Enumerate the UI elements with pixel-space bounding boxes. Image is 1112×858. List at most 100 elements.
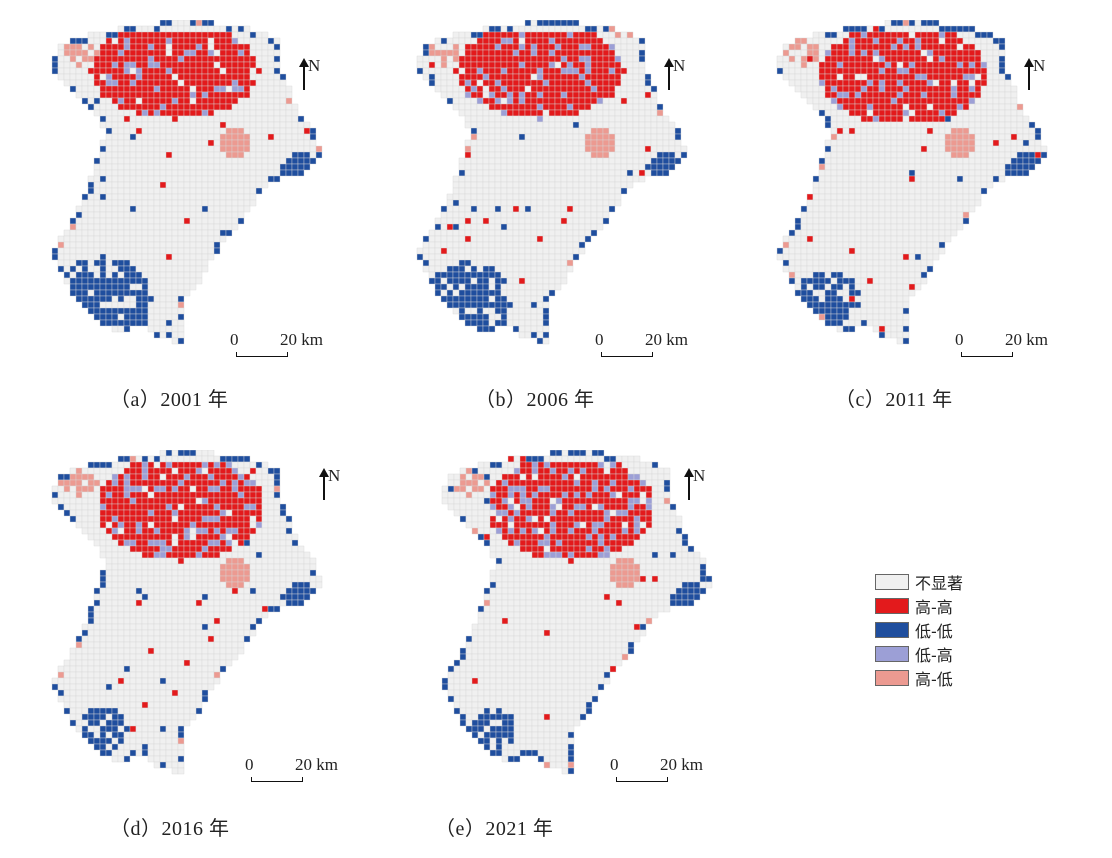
map-cell — [866, 193, 874, 201]
map-cell — [884, 223, 892, 231]
map-cell — [482, 103, 490, 111]
map-cell — [974, 37, 982, 45]
map-cell — [177, 455, 185, 463]
map-cell — [788, 265, 796, 273]
map-cell — [842, 85, 850, 93]
map-cell — [165, 319, 173, 327]
map-cell — [207, 127, 215, 135]
map-cell — [632, 91, 640, 99]
map-cell — [213, 455, 221, 463]
map-cell — [195, 25, 203, 33]
map-cell — [614, 31, 622, 39]
north-arrow-line — [303, 65, 305, 90]
map-cell — [554, 151, 562, 159]
map-cell — [530, 229, 538, 237]
map-cell — [896, 145, 904, 153]
map-cell — [153, 235, 161, 243]
map-cell — [584, 37, 592, 45]
map-cell — [920, 241, 928, 249]
map-cell — [920, 25, 928, 33]
map-cell — [207, 85, 215, 93]
map-cell — [177, 223, 185, 231]
map-cell — [578, 43, 586, 51]
map-cell — [111, 515, 119, 523]
map-cell — [135, 235, 143, 243]
map-cell — [440, 283, 448, 291]
map-cell — [932, 55, 940, 63]
map-cell — [135, 157, 143, 165]
map-cell — [578, 79, 586, 87]
map-cell — [105, 515, 113, 523]
map-cell — [968, 61, 976, 69]
map-cell — [219, 181, 227, 189]
map-cell — [93, 271, 101, 279]
map-cell — [662, 169, 670, 177]
map-cell — [129, 175, 137, 183]
map-cell — [938, 247, 946, 255]
map-cell — [111, 235, 119, 243]
map-cell — [512, 181, 520, 189]
map-cell — [818, 259, 826, 267]
map-cell — [812, 79, 820, 87]
map-cell — [608, 73, 616, 81]
map-cell — [548, 133, 556, 141]
map-cell — [428, 235, 436, 243]
map-cell — [147, 289, 155, 297]
map-cell — [51, 55, 59, 63]
map-cell — [536, 289, 544, 297]
map-cell — [201, 241, 209, 249]
map-cell — [518, 265, 526, 273]
map-cell — [632, 133, 640, 141]
map-cell — [848, 121, 856, 129]
map-cell — [87, 479, 95, 487]
map-cell — [63, 49, 71, 57]
map-cell — [159, 247, 167, 255]
map-cell — [908, 253, 916, 261]
map-cell — [914, 157, 922, 165]
map-cell — [225, 175, 233, 183]
map-cell — [842, 127, 850, 135]
map-cell — [201, 205, 209, 213]
map-cell — [836, 55, 844, 63]
map-cell — [452, 85, 460, 93]
map-cell — [884, 301, 892, 309]
map-cell — [836, 193, 844, 201]
map-cell — [974, 139, 982, 147]
map-cell — [93, 175, 101, 183]
map-cell — [968, 67, 976, 75]
map-cell — [992, 79, 1000, 87]
map-cell — [99, 181, 107, 189]
map-cell — [159, 115, 167, 123]
map-cell — [650, 109, 658, 117]
map-cell — [998, 157, 1006, 165]
map-cell — [524, 217, 532, 225]
map-cell — [231, 91, 239, 99]
map-cell — [63, 241, 71, 249]
map-cell — [536, 55, 544, 63]
map-cell — [63, 479, 71, 487]
map-cell — [482, 139, 490, 147]
map-cell — [824, 187, 832, 195]
map-cell — [123, 97, 131, 105]
map-cell — [159, 163, 167, 171]
map-cell — [812, 241, 820, 249]
map-cell — [183, 103, 191, 111]
map-cell — [956, 193, 964, 201]
map-cell — [950, 217, 958, 225]
map-cell — [944, 43, 952, 51]
map-cell — [806, 247, 814, 255]
map-cell — [890, 67, 898, 75]
map-cell — [950, 187, 958, 195]
map-cell — [219, 479, 227, 487]
map-cell — [920, 127, 928, 135]
map-cell — [812, 55, 820, 63]
map-cell — [806, 37, 814, 45]
map-cell — [105, 313, 113, 321]
map-cell — [440, 253, 448, 261]
map-cell — [998, 133, 1006, 141]
map-cell — [75, 91, 83, 99]
map-cell — [566, 169, 574, 177]
map-cell — [255, 55, 263, 63]
map-cell — [908, 157, 916, 165]
map-cell — [596, 181, 604, 189]
